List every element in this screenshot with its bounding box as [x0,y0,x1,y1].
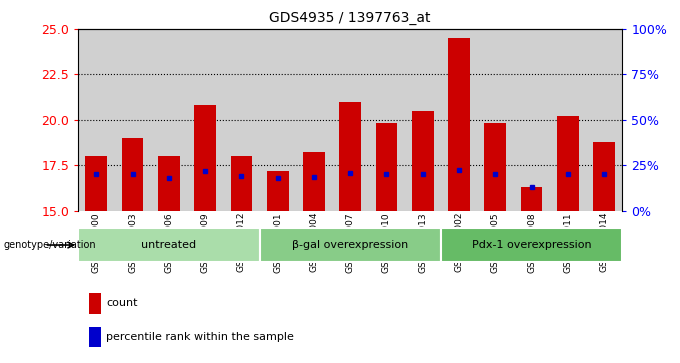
Bar [158,156,180,211]
Text: untreated: untreated [141,240,197,250]
Bar [448,38,470,211]
Title: GDS4935 / 1397763_at: GDS4935 / 1397763_at [269,11,431,25]
Bar [260,29,296,211]
Bar [375,123,397,211]
Bar [593,142,615,211]
Bar [151,29,187,211]
Bar [412,111,434,211]
Text: genotype/variation: genotype/variation [3,240,96,250]
Bar [296,29,332,211]
Bar [78,228,260,262]
Bar [557,116,579,211]
Text: percentile rank within the sample: percentile rank within the sample [107,332,294,342]
Bar [260,228,441,262]
Bar [114,29,151,211]
Bar [187,29,223,211]
Bar [194,105,216,211]
Bar [78,29,114,211]
Bar [86,156,107,211]
Bar [549,29,586,211]
Bar [231,156,252,211]
Bar [267,171,288,211]
Bar [332,29,369,211]
Bar [122,138,143,211]
Bar [89,327,101,347]
Bar [477,29,513,211]
Bar [521,187,543,211]
Bar [405,29,441,211]
Text: Pdx-1 overexpression: Pdx-1 overexpression [472,240,592,250]
Bar [303,152,325,211]
Bar [223,29,260,211]
Bar [339,102,361,211]
Bar [586,29,622,211]
Text: β-gal overexpression: β-gal overexpression [292,240,408,250]
Bar [441,228,622,262]
Bar [89,293,101,314]
Bar [369,29,405,211]
Bar [484,123,506,211]
Bar [513,29,549,211]
Text: count: count [107,298,138,309]
Bar [441,29,477,211]
